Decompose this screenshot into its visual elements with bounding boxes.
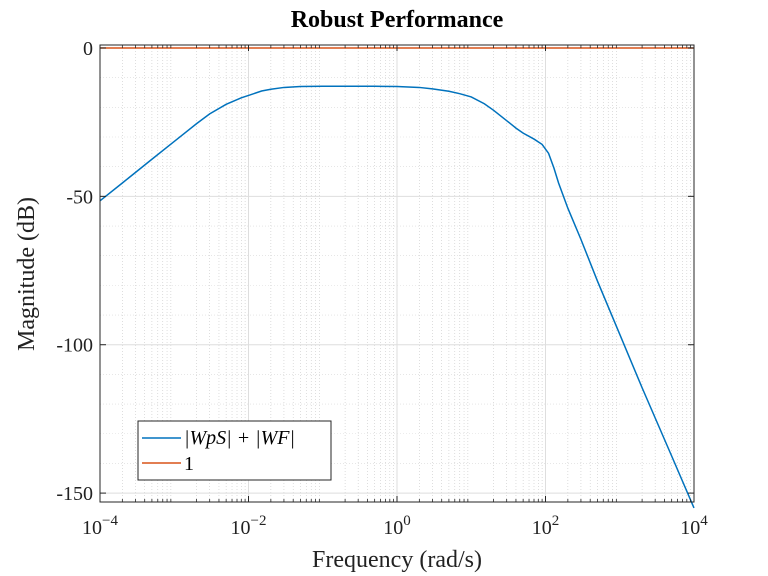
y-tick-label-minus150: -150 <box>56 483 93 505</box>
legend: |WpS| + |WF| 1 <box>137 420 332 481</box>
x-tick-label-1e4: 104 <box>680 513 708 539</box>
legend-box <box>137 420 332 481</box>
y-tick-label-minus100: -100 <box>56 335 93 357</box>
y-tick-label-0: 0 <box>83 38 93 60</box>
legend-label-wps-wf: |WpS| + |WF| <box>184 427 295 449</box>
x-tick-label-1e0: 100 <box>383 513 411 539</box>
x-tick-label-1e2: 102 <box>532 513 560 539</box>
x-tick-label-1e-4: 10−4 <box>82 513 118 539</box>
tick-marks <box>99 45 695 502</box>
y-axis-label: Magnitude (dB) <box>14 197 40 351</box>
x-axis-label: Frequency (rad/s) <box>312 547 482 573</box>
series-line-wps-wf <box>99 85 695 509</box>
legend-label-unity: 1 <box>184 453 194 475</box>
x-tick-label-1e-2: 10−2 <box>231 513 267 539</box>
y-tick-label-minus50: -50 <box>66 186 93 208</box>
chart-title: Robust Performance <box>291 7 504 33</box>
